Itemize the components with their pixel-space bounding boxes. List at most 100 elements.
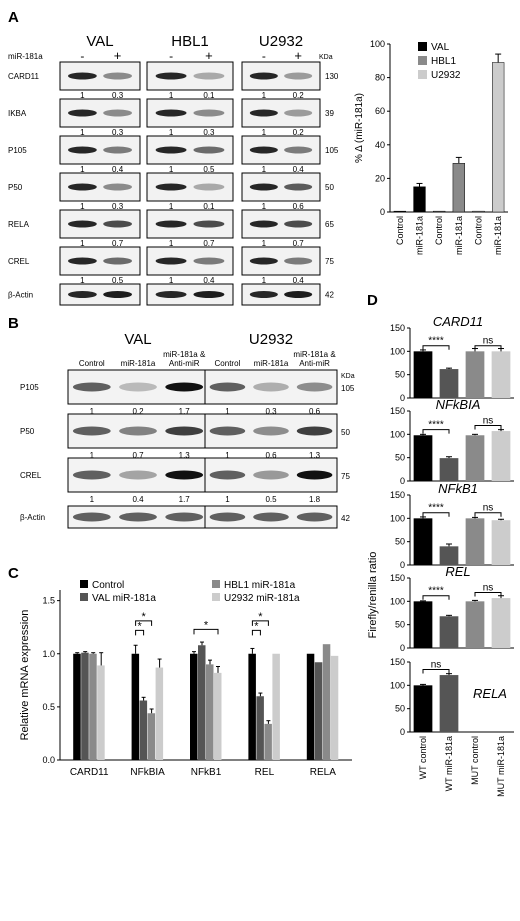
- blot-a-band: [103, 146, 132, 154]
- bar: [413, 518, 433, 565]
- blot-b-quant: 1.7: [179, 407, 191, 416]
- blot-b-band: [296, 426, 333, 436]
- blot-b-quant: 0.6: [309, 407, 321, 416]
- blot-a-quant: 0.1: [203, 202, 215, 211]
- significance-bracket: [474, 591, 502, 597]
- blot-a-quant: 1: [262, 165, 267, 174]
- blot-a-minus: -: [262, 49, 266, 63]
- blot-a-band: [193, 72, 225, 80]
- x-tick-label: Control: [434, 216, 444, 245]
- blot-a-group-label: VAL: [86, 33, 113, 50]
- blot-b-lane-label: miR-181a &: [163, 350, 206, 359]
- blot-a-band: [155, 291, 187, 298]
- bar: [413, 601, 433, 648]
- bar: [465, 601, 485, 648]
- significance-label: ns: [483, 336, 494, 347]
- gene-title: NFkBIA: [436, 397, 481, 412]
- blot-b-lane-label: Control: [215, 359, 241, 368]
- blot-a-kda: 42: [325, 291, 334, 300]
- x-tick-label: Control: [395, 216, 405, 245]
- y-tick-label: 0: [400, 476, 405, 486]
- kda-label: KDa: [319, 54, 333, 61]
- blot-a-quant: 1: [169, 239, 174, 248]
- bar: [465, 435, 485, 481]
- legend-label: HBL1 miR-181a: [224, 580, 296, 591]
- bar: [198, 645, 206, 760]
- blot-a-quant: 1: [169, 128, 174, 137]
- blot-a-band: [249, 257, 278, 265]
- blot-a-band: [68, 72, 97, 80]
- x-tick-label: miR-181a: [415, 216, 425, 255]
- blot-b-kda: 50: [341, 428, 350, 437]
- blot-a-band: [103, 183, 132, 191]
- significance-bracket: [422, 512, 450, 517]
- blot-a-band: [155, 183, 187, 191]
- bar: [433, 210, 446, 213]
- blot-a-quant: 0.2: [293, 128, 305, 137]
- blot-b-band: [296, 470, 333, 480]
- blot-a-band: [249, 109, 278, 117]
- blot-a-quant: 0.7: [203, 239, 215, 248]
- bar: [206, 664, 214, 760]
- blot-a-quant: 0.1: [203, 91, 215, 100]
- significance-bracket: [422, 668, 450, 674]
- x-tick-label: MUT control: [470, 736, 480, 785]
- blot-b-band: [72, 382, 111, 392]
- blot-b-band: [119, 470, 157, 480]
- bar: [472, 210, 485, 213]
- blot-b-quant: 0.2: [132, 407, 144, 416]
- legend-swatch: [212, 593, 220, 601]
- blot-a-row-label: IKBA: [8, 109, 27, 118]
- legend-swatch: [418, 56, 427, 65]
- blot-a-band: [155, 220, 187, 228]
- blot-a-band: [284, 146, 313, 154]
- blot-a-band: [103, 257, 132, 265]
- blot-a-box: [59, 98, 141, 128]
- bar: [491, 598, 511, 648]
- blot-a-box: [146, 283, 234, 306]
- blot-b-band: [165, 426, 204, 436]
- x-tick-label: Control: [474, 216, 484, 245]
- bar: [81, 652, 89, 760]
- blot-b-band: [296, 512, 333, 522]
- blot-a-band: [103, 220, 132, 228]
- bar: [491, 351, 511, 398]
- significance-label: ns: [483, 415, 494, 426]
- panel-d-letter: D: [367, 292, 378, 309]
- blot-b-quant: 1: [225, 451, 230, 460]
- significance-bracket: [135, 620, 153, 626]
- blot-b-lane-label: miR-181a &: [293, 350, 336, 359]
- significance-bracket: [474, 512, 502, 517]
- blot-a-quant: 0.5: [112, 276, 124, 285]
- y-tick-label: 20: [375, 173, 385, 183]
- blot-a-plus: +: [205, 48, 213, 63]
- bar: [413, 351, 433, 398]
- y-tick-label: 80: [375, 73, 385, 83]
- blot-a-quant: 1: [80, 128, 85, 137]
- blot-a-quant: 1: [262, 128, 267, 137]
- bar: [73, 653, 81, 760]
- blot-a-quant: 0.4: [293, 276, 305, 285]
- blot-a-row-label: P105: [8, 146, 27, 155]
- blot-a-quant: 0.6: [293, 202, 305, 211]
- bar: [314, 662, 323, 760]
- significance-label: ****: [428, 503, 444, 514]
- blot-b-band: [209, 382, 246, 392]
- bar: [491, 431, 511, 481]
- blot-a-row-label: RELA: [8, 220, 30, 229]
- significance-label: ns: [483, 503, 494, 514]
- significance-label: ****: [428, 420, 444, 431]
- significance-bracket: [251, 620, 269, 626]
- bar: [439, 546, 459, 565]
- bar: [393, 210, 406, 213]
- blot-a-row-label: CREL: [8, 257, 30, 266]
- blot-a-band: [193, 183, 225, 191]
- blot-a-quant: 1: [262, 239, 267, 248]
- blot-b-kda: 105: [341, 384, 355, 393]
- legend-label: Control: [92, 580, 124, 591]
- bar: [248, 653, 256, 760]
- significance-label: *: [204, 619, 209, 631]
- blot-a-band: [284, 291, 313, 298]
- panel-c-letter: C: [8, 565, 19, 582]
- blot-a-row-label: CARD11: [8, 72, 40, 81]
